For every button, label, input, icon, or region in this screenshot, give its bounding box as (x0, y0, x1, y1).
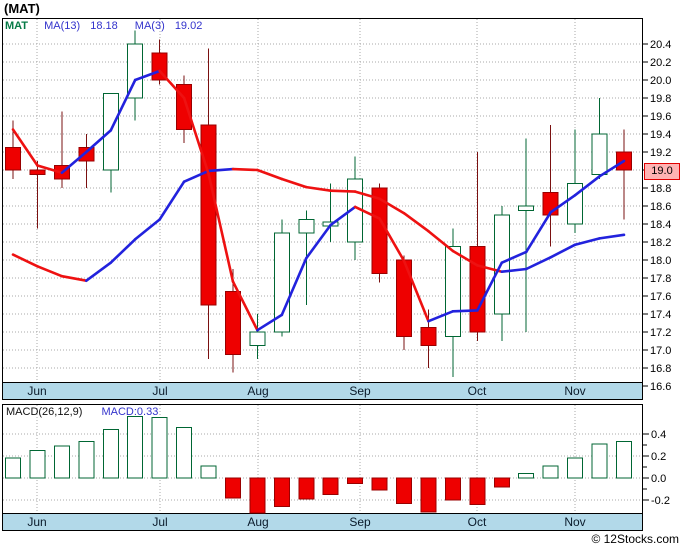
price-tick-label: 20.0 (650, 75, 671, 87)
ticker-symbol-label: MAT (5, 20, 29, 32)
price-panel: Jun Jul Aug Sep Oct Nov (2, 18, 643, 400)
month-label: Aug (247, 384, 269, 398)
macd-panel: Jun Jul Aug Sep Oct Nov (2, 404, 643, 531)
month-label: Oct (467, 515, 487, 529)
month-label: Aug (247, 515, 269, 529)
price-tick-label: 17.8 (650, 273, 671, 285)
month-label: Jun (27, 384, 47, 398)
month-label: Sep (349, 384, 371, 398)
price-tick-label: 17.6 (650, 291, 671, 303)
macd-tick-label: 0.4 (651, 429, 666, 441)
price-tick-label: 18.4 (650, 219, 671, 231)
month-label: Jun (27, 515, 47, 529)
ma3-label: MA(3) (134, 20, 165, 32)
ma13-value: 18.18 (90, 20, 118, 32)
price-tick-label: 20.4 (650, 39, 671, 51)
price-tick-label: 20.2 (650, 57, 671, 69)
ma13-label: MA(13) (44, 20, 81, 32)
macd-legend: MACD(26,12,9) MACD:0.33 (6, 406, 158, 418)
macd-tick-label: -0.2 (651, 495, 670, 507)
ma3-value: 19.02 (174, 20, 203, 32)
macd-value-label: MACD:0.33 (101, 406, 159, 418)
macd-params-label: MACD(26,12,9) (6, 406, 83, 418)
page-title: (MAT) (4, 1, 40, 16)
price-tick-label: 17.0 (650, 345, 671, 357)
month-label: Nov (564, 515, 586, 529)
price-tick-label: 18.2 (650, 237, 671, 249)
price-tick-label: 18.6 (650, 201, 671, 213)
month-label: Jul (152, 384, 168, 398)
price-tick-label: 18.8 (650, 183, 671, 195)
month-axis-band-main: Jun Jul Aug Sep Oct Nov (3, 382, 642, 399)
price-tick-label: 19.4 (650, 129, 671, 141)
current-price-marker: 19.0 (644, 163, 680, 180)
price-tick-label: 16.8 (650, 363, 671, 375)
copyright-text: © 12Stocks.com (591, 532, 679, 546)
price-tick-label: 19.2 (650, 147, 671, 159)
month-label: Sep (349, 515, 371, 529)
macd-tick-label: 0.0 (651, 473, 666, 485)
price-tick-label: 16.6 (650, 381, 671, 393)
price-legend: MAT MA(13) 18.18 MA(3) 19.02 (5, 20, 216, 32)
month-axis-band-macd: Jun Jul Aug Sep Oct Nov (3, 513, 642, 530)
month-label: Jul (152, 515, 168, 529)
price-tick-label: 17.4 (650, 309, 671, 321)
macd-tick-label: 0.2 (651, 451, 666, 463)
price-tick-label: 19.8 (650, 93, 671, 105)
month-label: Nov (564, 384, 586, 398)
month-label: Oct (467, 384, 487, 398)
price-tick-label: 19.6 (650, 111, 671, 123)
price-tick-label: 17.2 (650, 327, 671, 339)
price-tick-label: 18.0 (650, 255, 671, 267)
